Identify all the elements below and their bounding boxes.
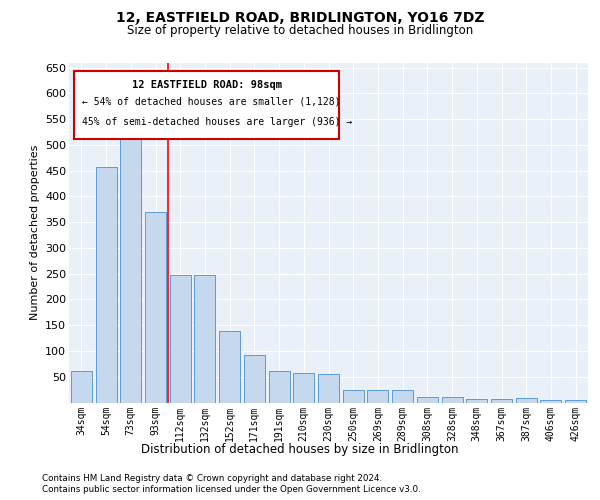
Bar bbox=[343, 390, 364, 402]
Bar bbox=[318, 374, 339, 402]
Bar bbox=[120, 134, 141, 402]
Bar bbox=[491, 399, 512, 402]
Bar bbox=[417, 398, 438, 402]
Text: Distribution of detached houses by size in Bridlington: Distribution of detached houses by size … bbox=[141, 442, 459, 456]
Text: Contains public sector information licensed under the Open Government Licence v3: Contains public sector information licen… bbox=[42, 485, 421, 494]
Text: 45% of semi-detached houses are larger (936) →: 45% of semi-detached houses are larger (… bbox=[82, 117, 352, 127]
Text: 12, EASTFIELD ROAD, BRIDLINGTON, YO16 7DZ: 12, EASTFIELD ROAD, BRIDLINGTON, YO16 7D… bbox=[116, 11, 484, 25]
Bar bbox=[541, 400, 562, 402]
Bar bbox=[269, 370, 290, 402]
Text: Contains HM Land Registry data © Crown copyright and database right 2024.: Contains HM Land Registry data © Crown c… bbox=[42, 474, 382, 483]
Bar bbox=[516, 398, 537, 402]
Bar bbox=[244, 355, 265, 403]
Bar bbox=[194, 274, 215, 402]
Bar bbox=[442, 398, 463, 402]
Bar bbox=[392, 390, 413, 402]
Bar bbox=[170, 274, 191, 402]
Bar bbox=[95, 166, 116, 402]
Y-axis label: Number of detached properties: Number of detached properties bbox=[29, 145, 40, 320]
Text: 12 EASTFIELD ROAD: 98sqm: 12 EASTFIELD ROAD: 98sqm bbox=[131, 80, 281, 90]
Bar bbox=[145, 212, 166, 402]
Bar bbox=[71, 370, 92, 402]
Text: Size of property relative to detached houses in Bridlington: Size of property relative to detached ho… bbox=[127, 24, 473, 37]
Text: ← 54% of detached houses are smaller (1,128): ← 54% of detached houses are smaller (1,… bbox=[82, 96, 340, 106]
Bar bbox=[219, 332, 240, 402]
Bar bbox=[565, 400, 586, 402]
Bar bbox=[293, 373, 314, 402]
FancyBboxPatch shape bbox=[74, 71, 339, 139]
Bar bbox=[367, 390, 388, 402]
Bar bbox=[466, 399, 487, 402]
